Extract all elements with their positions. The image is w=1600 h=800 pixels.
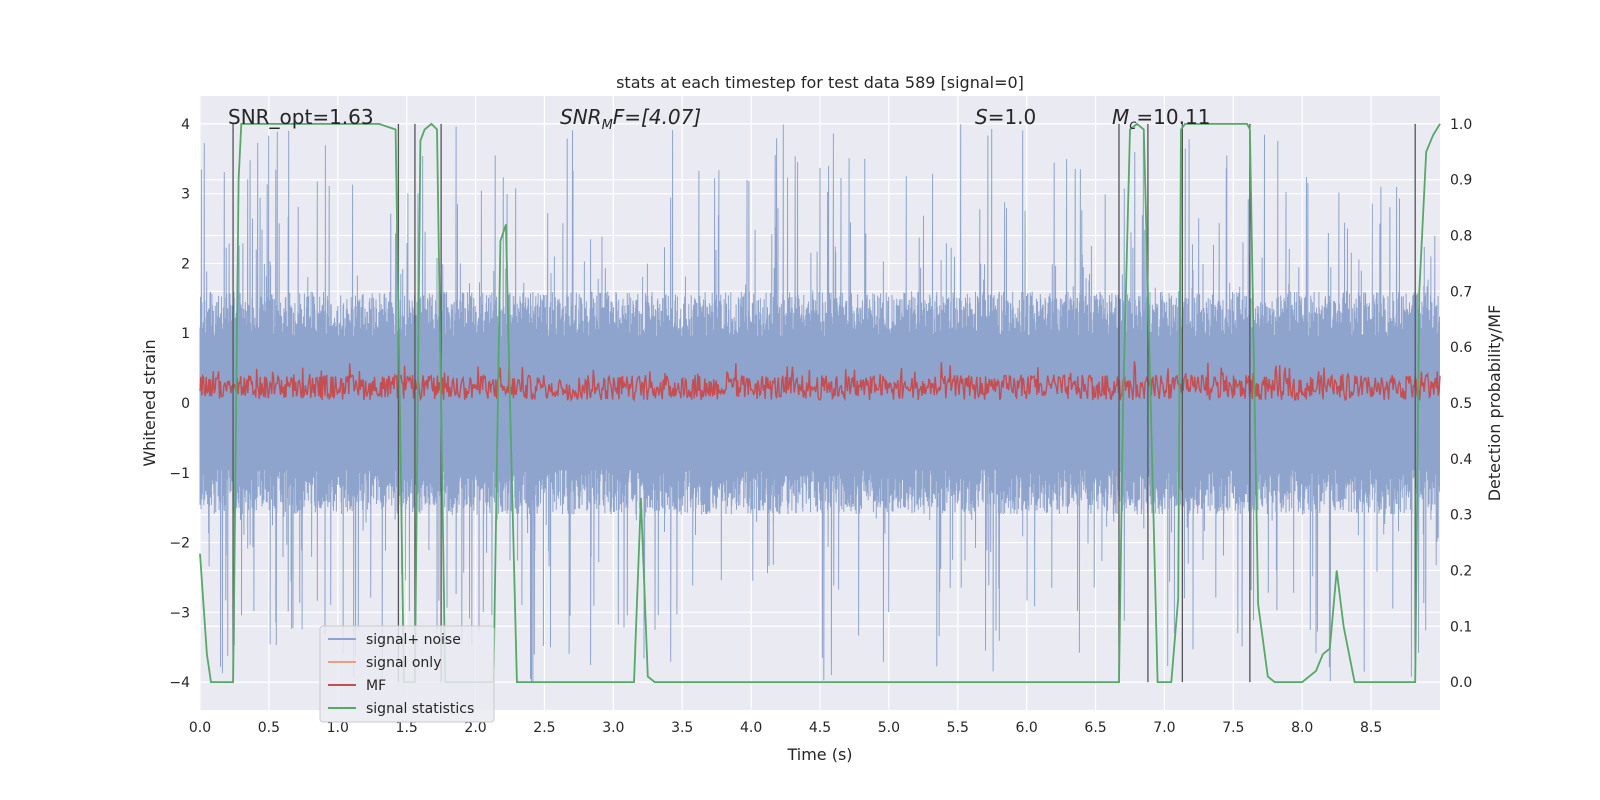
annotation-s: S=1.0 — [975, 105, 1036, 129]
y2-tick-label-8: 0.8 — [1450, 229, 1472, 245]
annotation-s-main: S — [975, 105, 988, 129]
x-tick-label-16: 8.0 — [1291, 720, 1313, 736]
legend-box — [319, 625, 495, 723]
legend-label-noise: signal+ noise — [366, 632, 461, 648]
x-tick-label-9: 4.5 — [809, 720, 831, 736]
y2-tick-label-0: 0.0 — [1450, 675, 1472, 691]
y-tick-label-7: 3 — [181, 187, 190, 203]
x-tick-label-15: 7.5 — [1222, 720, 1244, 736]
y2-tick-label-4: 0.4 — [1450, 452, 1472, 468]
y2-tick-label-3: 0.3 — [1450, 508, 1472, 524]
x-tick-label-7: 3.5 — [671, 720, 693, 736]
legend: signal+ noise signal only MF signal stat… — [319, 625, 495, 723]
y2-tick-label-6: 0.6 — [1450, 340, 1472, 356]
y-tick-label-4: 0 — [181, 396, 190, 412]
mf-trace — [199, 361, 1441, 403]
signal-statistics-trace — [199, 122, 1441, 683]
annotation-snr-mf-sub: M — [602, 118, 613, 133]
y2-tick-label-5: 0.5 — [1450, 396, 1472, 412]
x-tick-label-14: 7.0 — [1153, 720, 1175, 736]
noise-series — [199, 124, 1440, 682]
x-tick-label-10: 5.0 — [878, 720, 900, 736]
x-tick-label-5: 2.5 — [533, 720, 555, 736]
x-tick-label-17: 8.5 — [1360, 720, 1382, 736]
vertical-markers — [232, 123, 1416, 683]
y-tick-label-1: −3 — [169, 605, 190, 621]
mf-series — [199, 361, 1441, 403]
signal-statistics-series — [199, 122, 1441, 683]
annotation-snr-mf-rest: F=[4.07] — [613, 105, 701, 129]
legend-label-signal-statistics: signal statistics — [366, 701, 474, 717]
annotation-mc-main: M — [1112, 105, 1129, 129]
x-tick-label-3: 1.5 — [396, 720, 418, 736]
y-tick-label-3: −1 — [169, 466, 190, 482]
x-tick-label-0: 0.0 — [189, 720, 211, 736]
y2-tick-label-2: 0.2 — [1450, 563, 1472, 579]
annotation-mc-rest: =10.11 — [1136, 105, 1210, 129]
y-tick-label-5: 1 — [181, 326, 190, 342]
chart-title: stats at each timestep for test data 589… — [616, 73, 1024, 92]
legend-label-signal-only: signal only — [366, 655, 441, 671]
x-tick-label-4: 2.0 — [464, 720, 486, 736]
annotation-mc-sub: c — [1129, 118, 1136, 133]
x-tick-label-8: 4.0 — [740, 720, 762, 736]
y2-tick-label-1: 0.1 — [1450, 619, 1472, 635]
annotation-s-rest: =1.0 — [988, 105, 1037, 129]
annotation-snr-mf: SNRMF=[4.07] — [560, 105, 701, 133]
y-tick-label-2: −2 — [169, 536, 190, 552]
annotation-snr-opt: SNR_opt=1.63 — [228, 105, 374, 129]
x-tick-label-6: 3.0 — [602, 720, 624, 736]
x-tick-label-11: 5.5 — [947, 720, 969, 736]
x-tick-label-12: 6.0 — [1016, 720, 1038, 736]
y2-tick-label-9: 0.9 — [1450, 173, 1472, 189]
x-tick-label-1: 0.5 — [258, 720, 280, 736]
legend-label-mf: MF — [366, 678, 386, 694]
y2-tick-label-10: 1.0 — [1450, 117, 1472, 133]
y-tick-label-6: 2 — [181, 256, 190, 272]
x-axis-label: Time (s) — [786, 745, 852, 764]
y-axis-label: Whitened strain — [140, 339, 159, 466]
y-tick-label-8: 4 — [181, 117, 190, 133]
annotation-snr-mf-main: SNR — [560, 105, 602, 129]
y2-axis-label: Detection probability/MF — [1485, 305, 1504, 502]
annotation-mc: Mc=10.11 — [1112, 105, 1210, 133]
y-tick-label-0: −4 — [169, 675, 190, 691]
x-tick-label-2: 1.0 — [327, 720, 349, 736]
x-tick-label-13: 6.5 — [1084, 720, 1106, 736]
y2-tick-label-7: 0.7 — [1450, 284, 1472, 300]
tick-labels: 0.0 0.5 1.0 1.5 2.0 2.5 3.0 3.5 4.0 4.5 5.0 5.5 6.0 6… — [169, 117, 1472, 736]
